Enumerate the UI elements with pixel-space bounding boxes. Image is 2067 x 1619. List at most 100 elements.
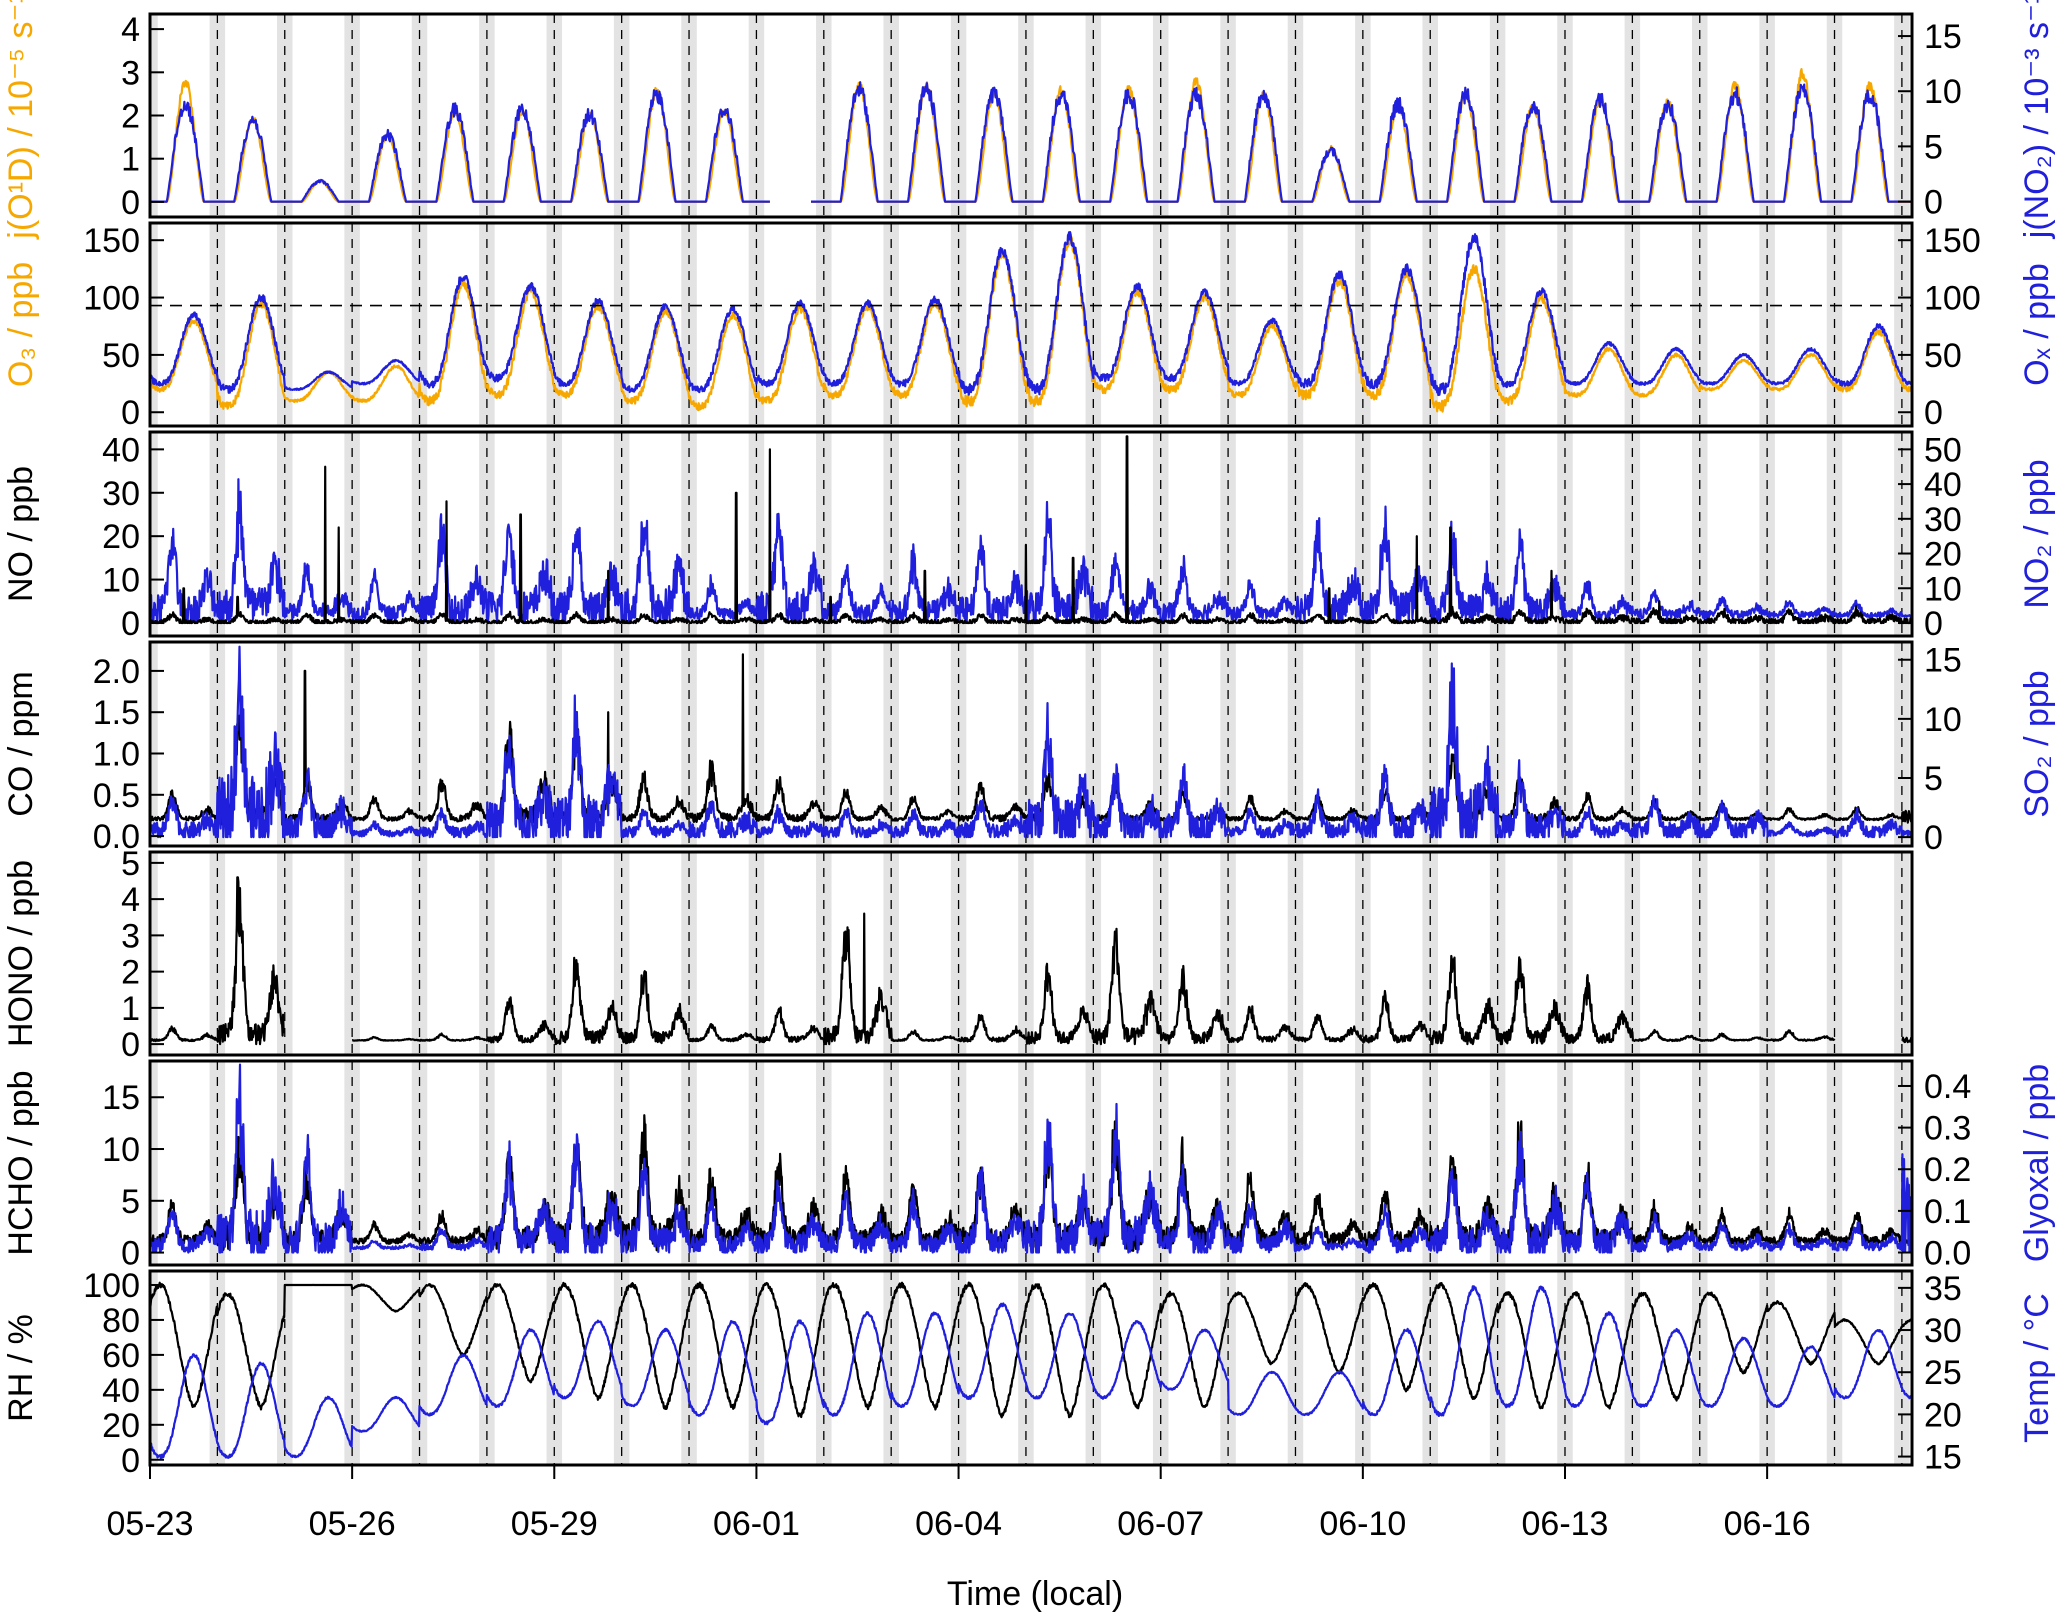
x-tick-label: 06-01 bbox=[713, 1505, 800, 1543]
night-shading bbox=[150, 852, 1910, 1055]
series-NO bbox=[150, 435, 1912, 625]
panel-co_so2: 0.00.5 1.01.52.0 0 5 10 15 CO / ppm SO₂ / ppb bbox=[2, 640, 2056, 857]
right-axis-title: Glyoxal / ppb bbox=[2018, 1064, 2056, 1262]
series-group bbox=[150, 68, 1912, 203]
tick-label: 40 bbox=[102, 1372, 140, 1410]
panel-frame bbox=[148, 430, 1914, 638]
tick-label: 15 bbox=[102, 1079, 140, 1117]
series-group bbox=[150, 231, 1912, 413]
right-axis: 0 50 100 150 bbox=[1898, 222, 1981, 432]
tick-label: 150 bbox=[83, 222, 140, 260]
tick-label: 15 bbox=[1924, 18, 1962, 56]
tick-label: 5 bbox=[1924, 128, 1943, 166]
series-group bbox=[150, 1281, 1912, 1460]
left-axis: 0 10 20 30 40 bbox=[102, 431, 164, 643]
tick-label: 30 bbox=[1924, 501, 1962, 539]
x-tick-label: 06-13 bbox=[1522, 1505, 1609, 1543]
night-shading bbox=[150, 642, 1910, 846]
tick-label: 0 bbox=[121, 1442, 140, 1480]
left-axis-title: HCHO / ppb bbox=[2, 1070, 40, 1255]
tick-label: 20 bbox=[1924, 536, 1962, 574]
night-shading bbox=[150, 223, 1910, 426]
night-band bbox=[150, 852, 158, 1055]
tick-label: 50 bbox=[102, 337, 140, 375]
tick-label: 3 bbox=[121, 917, 140, 955]
tick-label: 0 bbox=[121, 1026, 140, 1064]
panel-photolysis: 0 1 2 3 4 0 5 10 15 j(O¹D) / 10⁻⁵ s⁻¹ j(NO₂) / 10⁻… bbox=[2, 0, 2056, 240]
tick-label: 100 bbox=[1924, 280, 1981, 318]
tick-label: 4 bbox=[121, 881, 140, 919]
panel-frame bbox=[148, 850, 1914, 1057]
tick-label: 0.5 bbox=[93, 777, 140, 815]
series-temp bbox=[150, 1285, 1912, 1460]
tick-label: 20 bbox=[102, 1407, 140, 1445]
tick-label: 100 bbox=[83, 1267, 140, 1305]
tick-label: 40 bbox=[102, 431, 140, 469]
tick-label: 15 bbox=[1924, 642, 1962, 680]
tick-label: 40 bbox=[1924, 466, 1962, 504]
right-axis: 0.0 0.1 0.20.3 0.4 bbox=[1898, 1068, 1971, 1273]
tick-label: 1 bbox=[121, 990, 140, 1028]
tick-label: 0.2 bbox=[1924, 1151, 1971, 1189]
tick-label: 0 bbox=[1924, 605, 1943, 643]
x-tick-label: 06-16 bbox=[1724, 1505, 1811, 1543]
left-axis-title: NO / ppb bbox=[2, 466, 40, 602]
series-jNO2 bbox=[150, 81, 1912, 203]
tick-label: 4 bbox=[121, 11, 140, 49]
x-axis: 05-23 05-26 05-29 06-01 06-04 06-07 06-10 06-13… bbox=[107, 1465, 1811, 1543]
right-axis-title: j(NO₂) / 10⁻³ s⁻¹ bbox=[2018, 0, 2056, 239]
panel-frame bbox=[148, 1059, 1914, 1267]
right-axis: 15 20 25 30 35 bbox=[1898, 1270, 1962, 1477]
tick-label: 0 bbox=[121, 394, 140, 432]
series-NO2 bbox=[150, 478, 1912, 625]
tick-label: 1.0 bbox=[93, 735, 140, 773]
tick-label: 50 bbox=[1924, 431, 1962, 469]
x-tick-label: 06-10 bbox=[1319, 1505, 1406, 1543]
right-axis-title: NO₂ / ppb bbox=[2018, 459, 2056, 608]
panel-hcho_glyoxal: 0 5 10 15 0.0 0.1 0.20.3 0.4 HCHO / ppb Glyoxal /… bbox=[2, 1059, 2056, 1273]
panel-ozone: 0 50 100 150 0 50 100 150 O₃ / ppb Oₓ / ppb bbox=[2, 221, 2056, 432]
series-HONO bbox=[150, 876, 1912, 1046]
tick-label: 80 bbox=[102, 1302, 140, 1340]
tick-label: 10 bbox=[1924, 570, 1962, 608]
right-axis-title: SO₂ / ppb bbox=[2018, 670, 2056, 817]
tick-label: 60 bbox=[102, 1337, 140, 1375]
left-axis-title: CO / ppm bbox=[2, 671, 40, 816]
right-axis-title: Temp / °C bbox=[2018, 1293, 2056, 1443]
tick-label: 0 bbox=[1924, 184, 1943, 222]
tick-label: 150 bbox=[1924, 222, 1981, 260]
night-band bbox=[150, 1061, 158, 1265]
series-group bbox=[150, 645, 1912, 839]
right-axis: 0 5 10 15 bbox=[1898, 642, 1962, 857]
night-shading bbox=[150, 1271, 1910, 1465]
series-RH bbox=[150, 1281, 1912, 1419]
tick-label: 5 bbox=[1924, 760, 1943, 798]
tick-label: 0 bbox=[1924, 394, 1943, 432]
tick-label: 30 bbox=[1924, 1312, 1962, 1350]
series-group bbox=[150, 1063, 1912, 1254]
tick-label: 0.0 bbox=[93, 818, 140, 856]
panel-frame bbox=[148, 1269, 1914, 1467]
x-tick-label: 06-04 bbox=[915, 1505, 1002, 1543]
tick-label: 5 bbox=[121, 1183, 140, 1221]
tick-label: 100 bbox=[83, 280, 140, 318]
night-band bbox=[150, 432, 158, 636]
tick-label: 35 bbox=[1924, 1270, 1962, 1308]
tick-label: 20 bbox=[1924, 1396, 1962, 1434]
tick-label: 1 bbox=[121, 141, 140, 179]
night-shading bbox=[150, 14, 1910, 217]
panel-frame bbox=[148, 221, 1914, 428]
right-axis: 0 5 10 15 bbox=[1898, 18, 1962, 222]
left-axis: 0.00.5 1.01.52.0 bbox=[93, 653, 164, 856]
series-glyoxal bbox=[150, 1063, 1912, 1254]
series-Ox bbox=[150, 231, 1912, 397]
night-band bbox=[150, 223, 158, 426]
x-tick-label: 06-07 bbox=[1117, 1505, 1204, 1543]
